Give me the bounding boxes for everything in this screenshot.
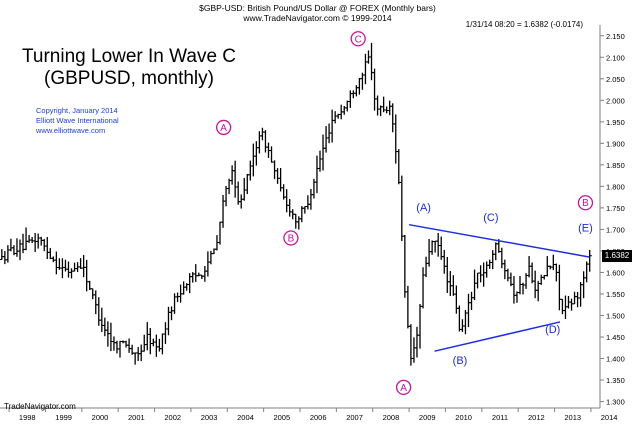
chart-header-copyright: www.TradeNavigator.com © 1999-2014: [243, 13, 392, 23]
y-tick-label: 1.350: [606, 376, 625, 385]
x-tick-label: 2006: [310, 413, 327, 422]
y-tick-label: 1.950: [606, 118, 625, 127]
wave-label-minor: (C): [483, 212, 498, 224]
trendlines-layer: [408, 223, 590, 352]
x-tick-label: 2011: [492, 413, 508, 422]
wave-label-circle: [350, 31, 366, 47]
wave-label-circle: [577, 195, 594, 211]
x-tick-label: 2008: [383, 413, 400, 422]
wave-label-minor: (A): [416, 202, 431, 214]
wave-label-major: A: [220, 123, 227, 134]
x-tick-label: 2009: [419, 413, 436, 422]
x-tick-label: 2005: [273, 413, 290, 422]
wave-label-circle: [283, 230, 299, 246]
credit-website: www.elliottwave.com: [36, 126, 106, 135]
wave-label-major: B: [582, 198, 589, 209]
wave-label-circle: [395, 379, 412, 395]
wave-label-minor: (B): [453, 355, 468, 367]
x-tick-label: 2001: [128, 413, 145, 422]
y-tick-label: 2.150: [606, 32, 625, 41]
triangle-lower-trendline: [434, 321, 561, 352]
x-tick-label: 1999: [55, 413, 72, 422]
price-bars-layer: [0, 42, 592, 366]
last-quote: 1/31/14 08:20 = 1.6382 (-0.0174): [465, 20, 583, 29]
wave-label-major: A: [400, 383, 407, 394]
x-tick-label: 2012: [528, 413, 545, 422]
x-tick-label: 2010: [455, 413, 472, 422]
y-tick-label: 1.300: [606, 398, 625, 407]
y-tick-label: 1.600: [606, 268, 625, 277]
wave-label-circle: [215, 119, 232, 136]
y-tick-label: 2.000: [606, 96, 625, 105]
wave-label-major: B: [288, 234, 295, 245]
wave-label-major: C: [355, 34, 362, 45]
y-tick-label: 1.800: [606, 182, 625, 191]
y-tick-label: 1.400: [606, 355, 625, 364]
wave-labels-layer: A B C A B (A) (C) (E) (D) (B): [215, 31, 594, 395]
x-tick-label: 2014: [601, 413, 618, 422]
wave-label-minor: (D): [545, 324, 560, 336]
x-tick-label: 2007: [346, 413, 363, 422]
x-tick-label: 2013: [564, 413, 581, 422]
footer-source: TradeNavigator.com: [4, 402, 76, 411]
x-tick-label: 1998: [19, 413, 36, 422]
credit-copyright: Copyright, January 2014: [36, 106, 118, 115]
y-tick-label: 1.900: [606, 139, 625, 148]
credit-company: Elliott Wave International: [36, 116, 119, 125]
y-tick-label: 2.100: [606, 53, 625, 62]
y-tick-label: 1.550: [606, 290, 625, 299]
y-tick-label: 1.750: [606, 204, 625, 213]
y-tick-label: 2.050: [606, 75, 625, 84]
x-tick-label: 2002: [164, 413, 181, 422]
y-tick-label: 1.450: [606, 333, 625, 342]
x-tick-label: 2004: [237, 413, 254, 422]
y-tick-label: 1.700: [606, 225, 625, 234]
wave-label-minor: (E): [578, 223, 593, 235]
chart-subtitle: (GBPUSD, monthly): [44, 68, 214, 89]
x-tick-label: 2000: [92, 413, 109, 422]
chart-title: Turning Lower In Wave C: [22, 46, 237, 67]
y-tick-label: 1.850: [606, 161, 625, 170]
chart-header-title: $GBP-USD: British Pound/US Dollar @ FORE…: [199, 3, 436, 13]
last-price-marker: 1.6382: [602, 250, 632, 262]
triangle-upper-trendline: [408, 223, 590, 258]
x-tick-label: 2003: [201, 413, 218, 422]
y-tick-label: 1.500: [606, 311, 625, 320]
